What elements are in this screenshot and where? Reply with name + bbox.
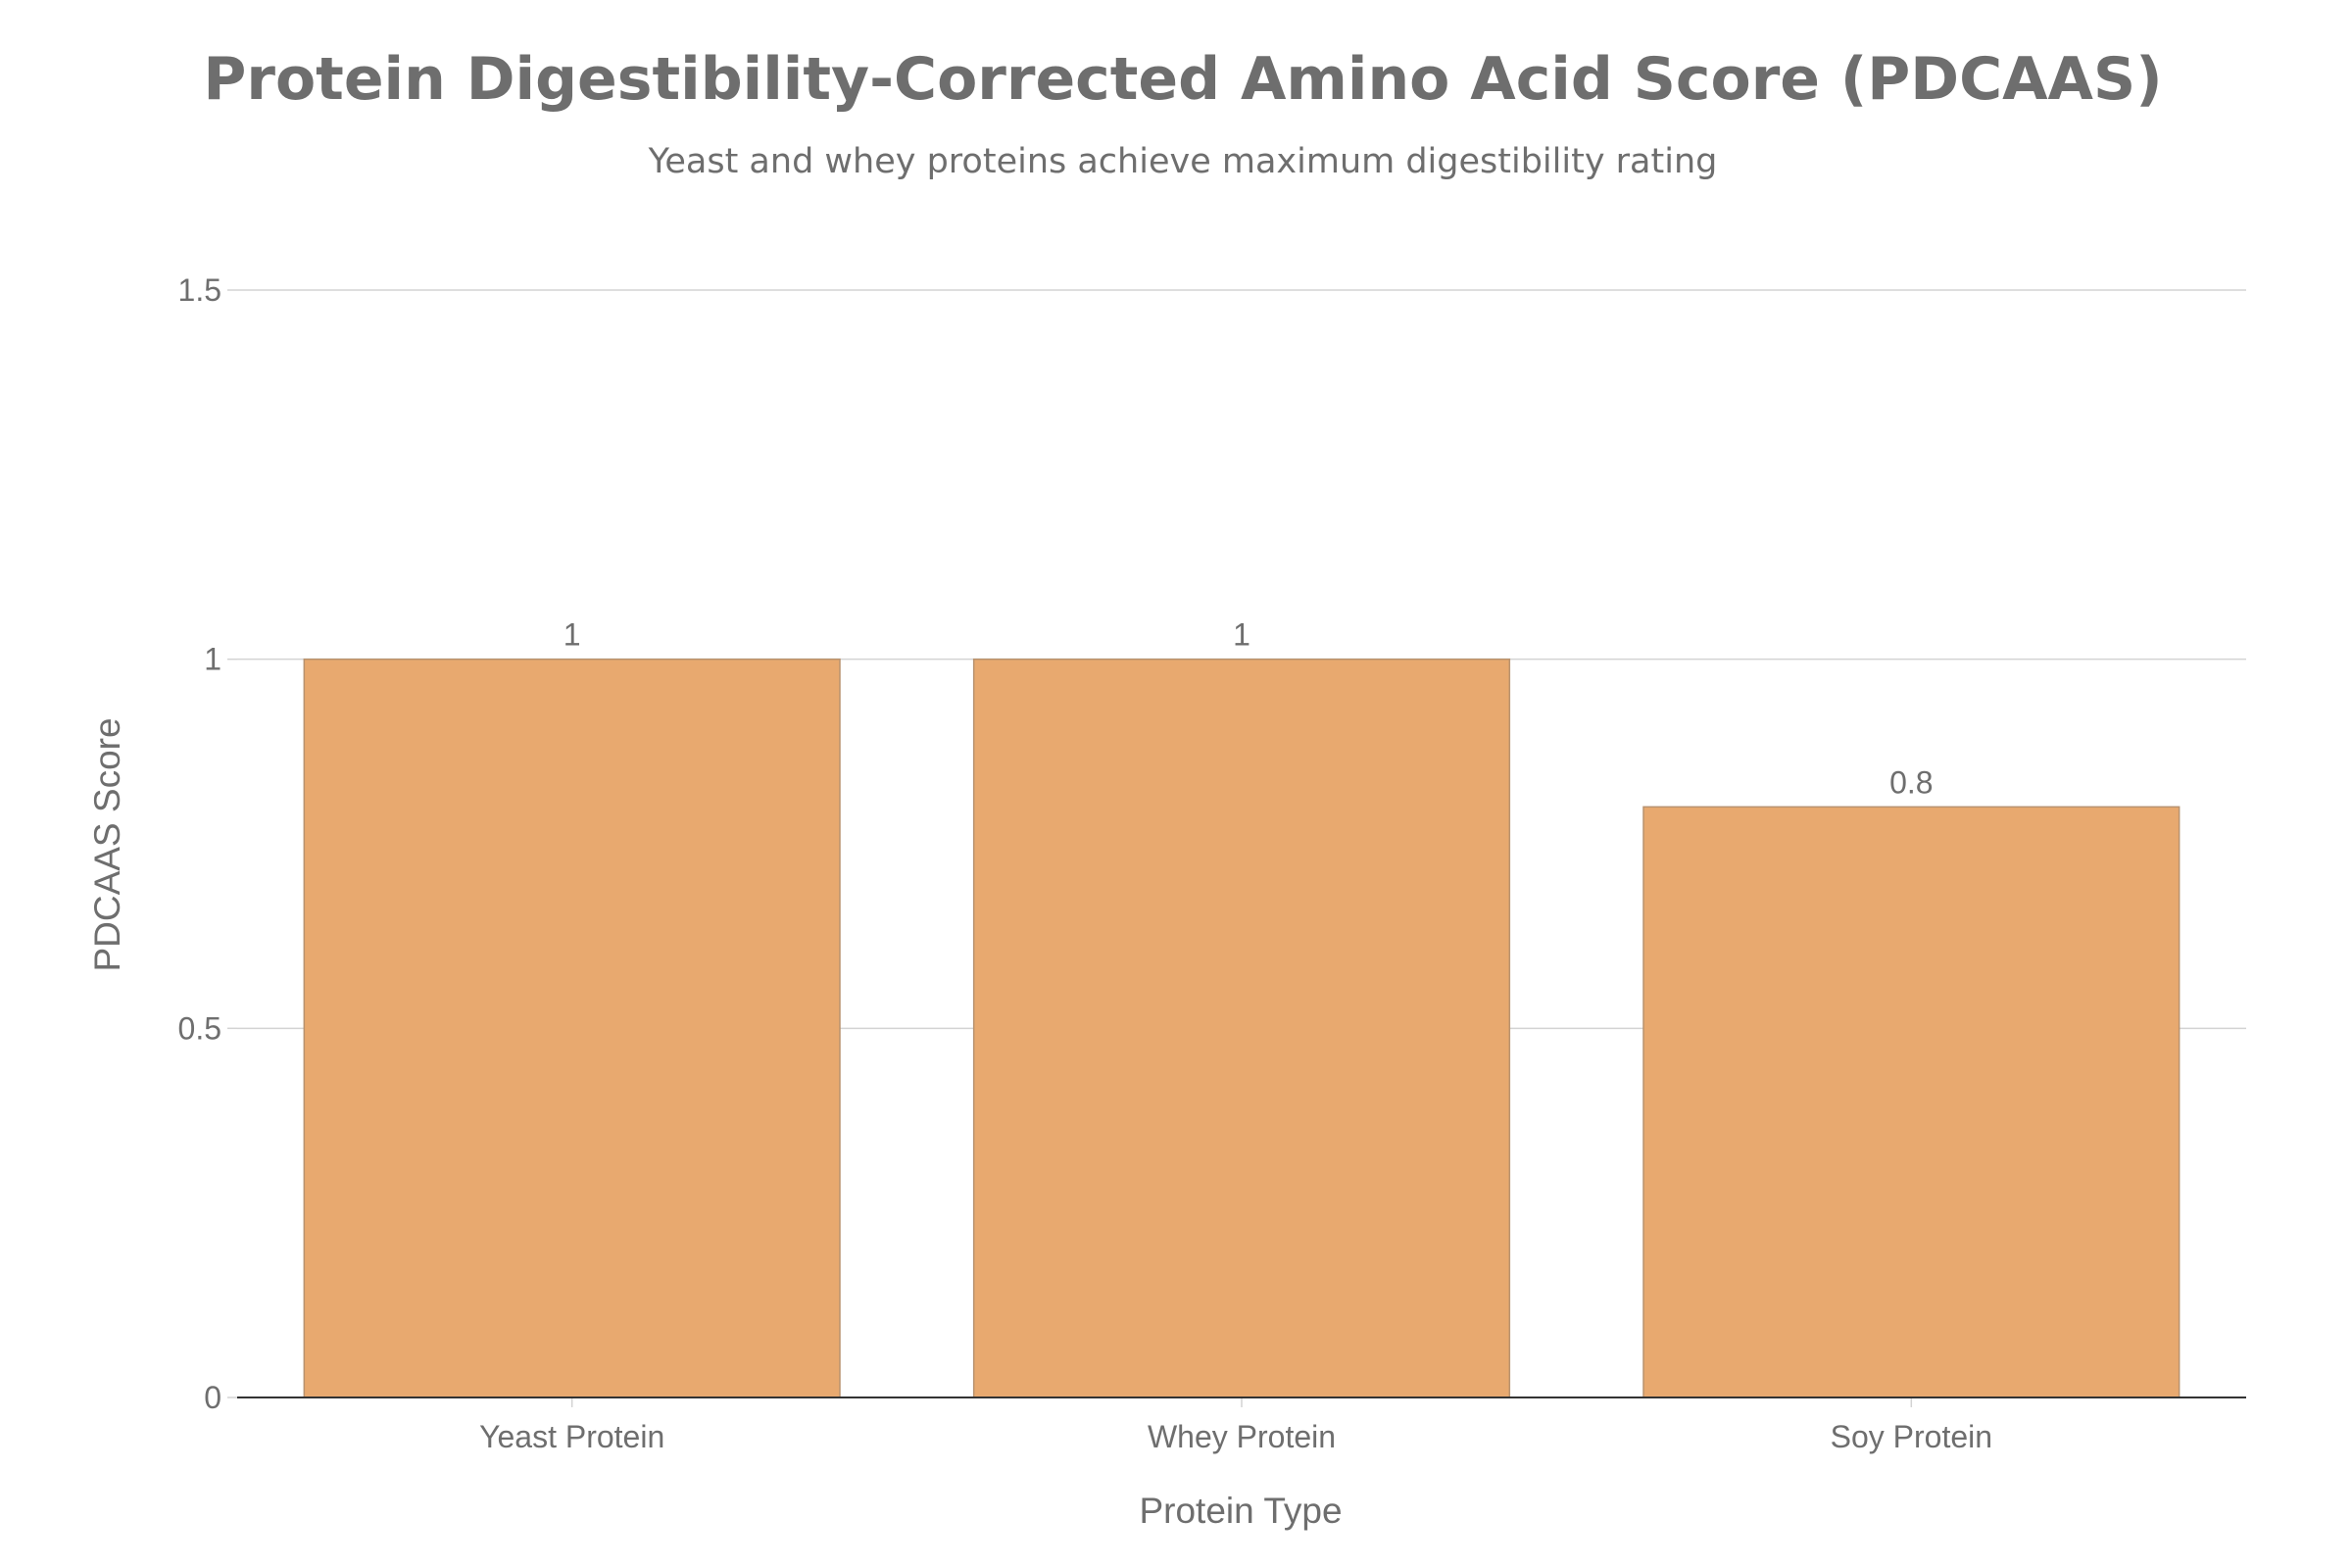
data-label: 1 [564, 617, 581, 653]
y-tick-label: 0.5 [178, 1010, 221, 1046]
y-tick-label: 1 [204, 642, 221, 677]
chart-subtitle: Yeast and whey proteins achieve maximum … [648, 142, 1718, 181]
data-label: 0.8 [1889, 764, 1933, 800]
chart-title: Protein Digestibility-Corrected Amino Ac… [203, 45, 2162, 114]
bar[interactable] [1642, 806, 2180, 1398]
y-tick-label: 0 [204, 1380, 221, 1415]
y-tick-label: 1.5 [178, 272, 221, 308]
axes: 0 0.5 1 1.5 Yeast Protein Whey Protein Soy Pro… [178, 272, 2246, 1454]
x-tick-label: Yeast Protein [479, 1419, 664, 1454]
data-labels: 1 10.8 [564, 617, 1934, 801]
y-axis-title: PDCAAS Score [87, 717, 127, 971]
bar[interactable] [303, 658, 841, 1398]
x-axis-title: Protein Type [1139, 1491, 1342, 1531]
x-tick-label: Whey Protein [1148, 1419, 1336, 1454]
bar[interactable] [972, 658, 1511, 1398]
x-tick-label: Soy Protein [1831, 1419, 1992, 1454]
bars [303, 658, 2180, 1398]
data-label: 1 [1233, 617, 1250, 653]
